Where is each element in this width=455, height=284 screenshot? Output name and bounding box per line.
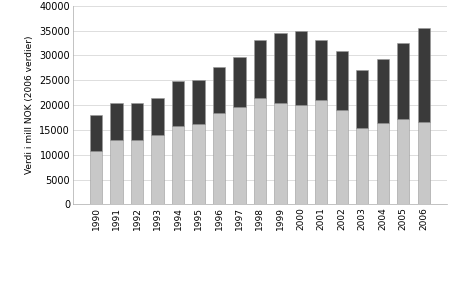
Bar <box>417 122 429 204</box>
Bar <box>233 106 245 204</box>
Bar <box>376 124 388 204</box>
Bar <box>131 103 143 140</box>
Bar <box>314 100 327 204</box>
Bar <box>212 112 225 204</box>
Bar <box>131 140 143 204</box>
Bar <box>253 98 265 204</box>
Bar <box>335 51 347 110</box>
Bar <box>417 28 429 122</box>
Bar <box>396 43 409 119</box>
Bar <box>192 124 204 204</box>
Bar <box>90 151 102 204</box>
Bar <box>192 80 204 124</box>
Bar <box>355 128 368 204</box>
Bar <box>110 140 122 204</box>
Bar <box>151 98 163 135</box>
Bar <box>273 103 286 204</box>
Bar <box>396 119 409 204</box>
Bar <box>233 57 245 106</box>
Bar <box>314 41 327 100</box>
Bar <box>151 135 163 204</box>
Bar <box>172 126 184 204</box>
Bar <box>212 67 225 112</box>
Bar <box>90 115 102 151</box>
Bar <box>253 40 265 98</box>
Bar <box>172 81 184 126</box>
Y-axis label: Verdi i mill NOK (2006 verdier): Verdi i mill NOK (2006 verdier) <box>25 36 34 174</box>
Bar <box>110 103 122 140</box>
Bar <box>376 59 388 124</box>
Bar <box>355 70 368 128</box>
Bar <box>294 30 306 105</box>
Bar <box>273 33 286 103</box>
Bar <box>294 105 306 204</box>
Bar <box>335 110 347 204</box>
